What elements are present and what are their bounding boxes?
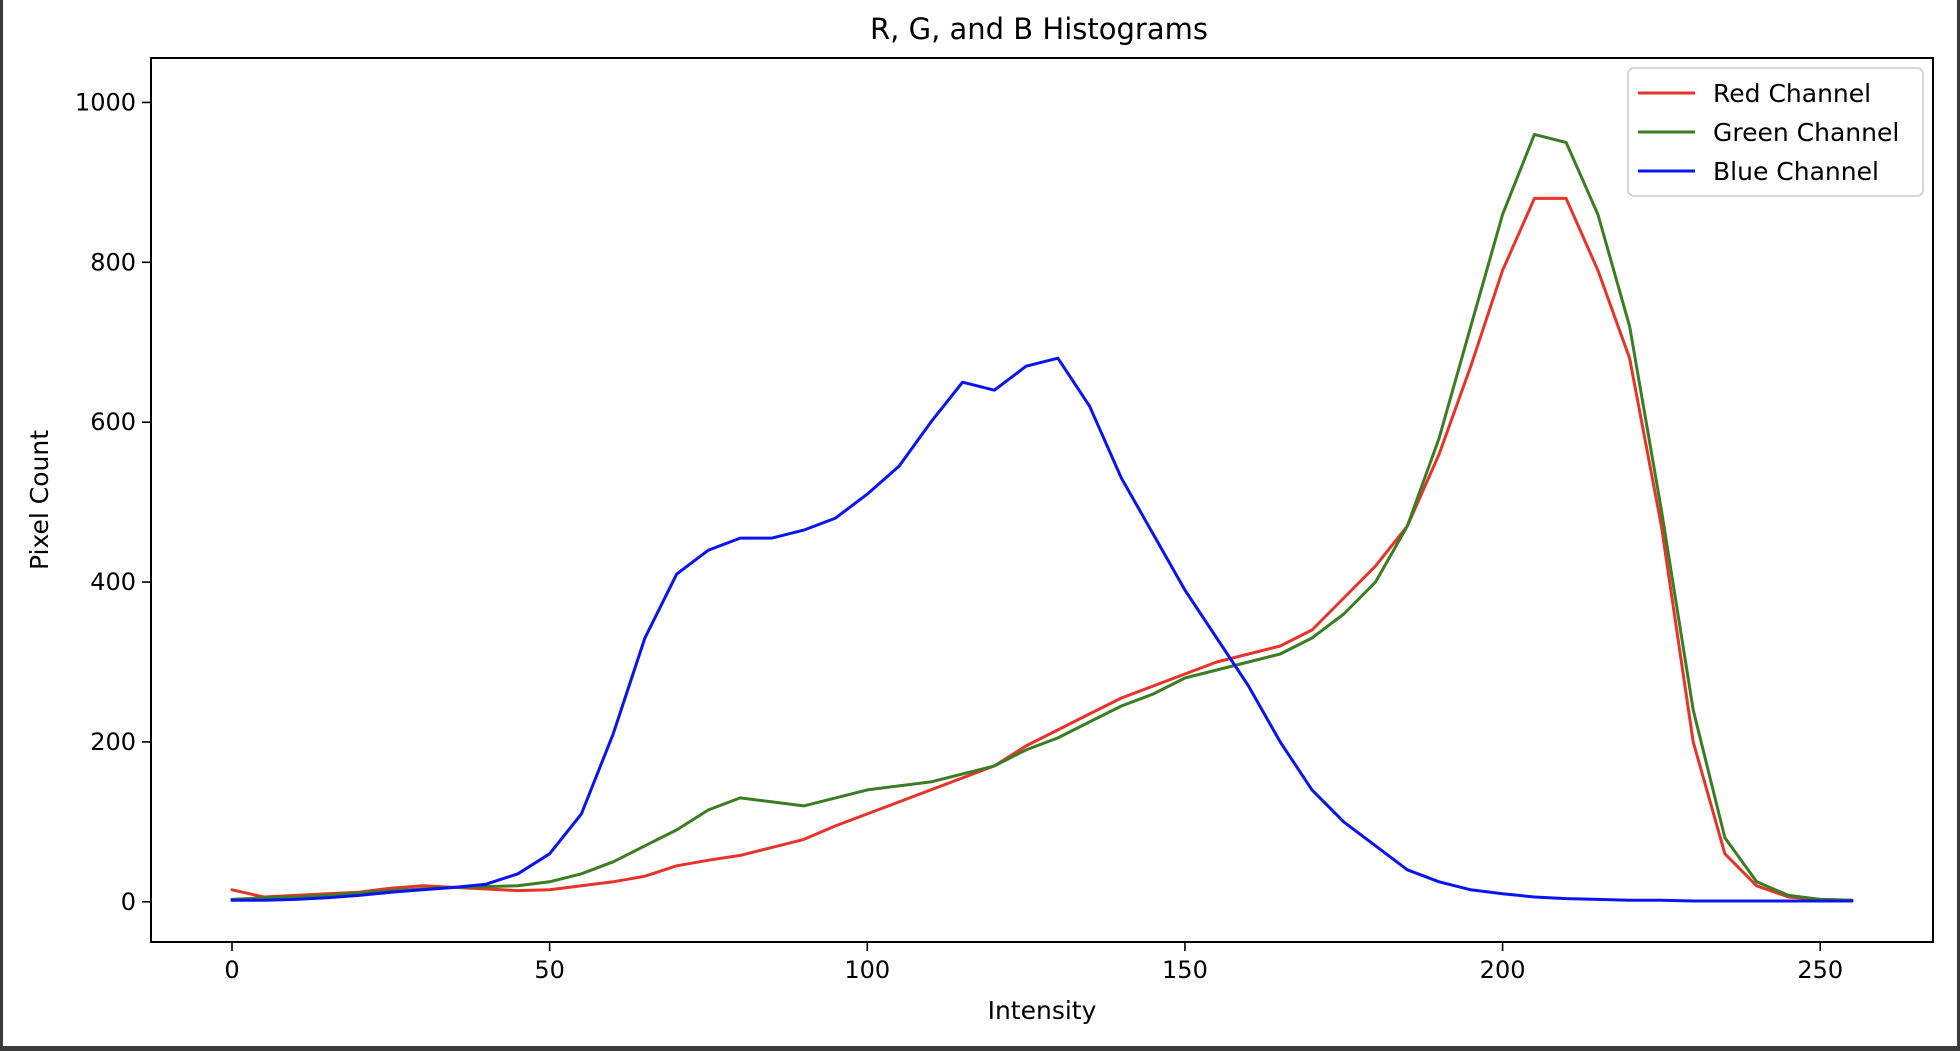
y-tick-label: 600 [90, 408, 136, 436]
legend-box [1627, 67, 1924, 197]
y-tick-label: 1000 [75, 88, 136, 116]
x-tick-label: 250 [1797, 956, 1843, 984]
series-lines [230, 132, 1854, 903]
series-line-blue-channel [230, 356, 1854, 903]
plot-frame [150, 57, 1934, 943]
y-axis-ticks: 0 200 400 600 800 1000 [75, 88, 151, 916]
x-tick-label: 100 [844, 956, 890, 984]
x-axis-label: Intensity [988, 996, 1097, 1025]
y-tick-label: 800 [90, 248, 136, 276]
y-axis-label: Pixel Count [25, 430, 54, 570]
series-line-red-channel [230, 196, 1854, 902]
y-tick-label: 200 [90, 728, 136, 756]
y-tick-label: 0 [121, 888, 136, 916]
series-line-green-channel [230, 132, 1854, 902]
chart-figure: R, G, and B Histograms 0 50 100 150 200 250 0… [3, 0, 1957, 1046]
x-tick-label: 0 [224, 956, 239, 984]
x-tick-label: 200 [1480, 956, 1526, 984]
legend-label: Red Channel [1713, 79, 1871, 108]
legend: Red Channel Green Channel Blue Channel [1627, 67, 1924, 197]
histogram-chart: R, G, and B Histograms 0 50 100 150 200 250 0… [25, 12, 1934, 1025]
legend-label: Green Channel [1713, 118, 1899, 147]
x-tick-label: 50 [534, 956, 565, 984]
x-tick-label: 150 [1162, 956, 1208, 984]
chart-title: R, G, and B Histograms [870, 12, 1208, 46]
x-axis-ticks: 0 50 100 150 200 250 [224, 942, 1843, 984]
legend-label: Blue Channel [1713, 157, 1879, 186]
y-tick-label: 400 [90, 568, 136, 596]
